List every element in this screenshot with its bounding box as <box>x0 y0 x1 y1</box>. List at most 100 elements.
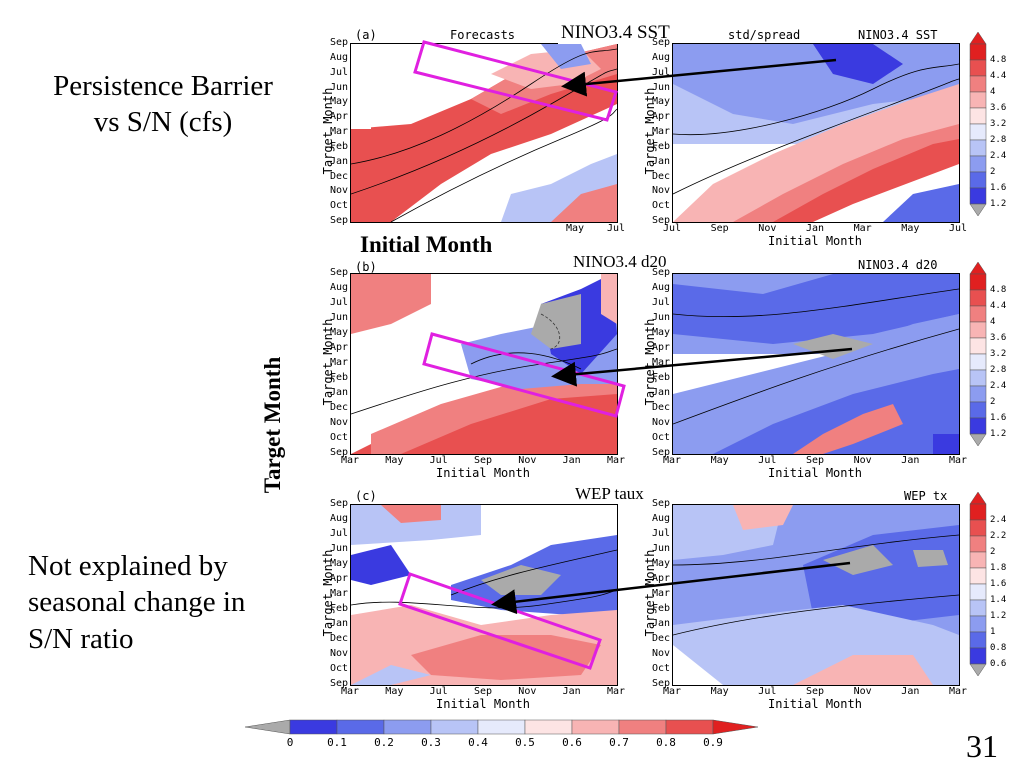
row3-left-ytick: May <box>329 558 348 569</box>
row2-right-ytick: May <box>651 327 670 338</box>
row3-right-ytick: Nov <box>651 648 670 659</box>
cb-right-top-low-end <box>969 203 987 217</box>
row1-right-ytick: Aug <box>651 51 670 63</box>
cb-right-mid-label: 3.2 <box>990 349 1007 359</box>
colorbar-bottom-label: 0.4 <box>468 736 488 749</box>
row2-right-panel <box>672 273 960 455</box>
row1-right-caption-right: NINO3.4 SST <box>858 28 938 42</box>
row2-left-ytick: Jan <box>329 387 348 398</box>
cb-right-mid-swatch <box>969 353 987 371</box>
row3-left-ytick: Jul <box>329 528 348 539</box>
row3-right-caption-right: WEP tx <box>904 489 948 503</box>
cb-right-bottom-label: 1.8 <box>990 563 1007 573</box>
row3-left-ytick: Sep <box>329 498 348 509</box>
row3-left-xtick: Nov <box>518 686 537 697</box>
row2-right-xlabel: Initial Month <box>768 466 862 480</box>
row1-right-ytick: Feb <box>651 140 670 152</box>
row2-left-ylabel: Target Month <box>321 318 335 406</box>
persistence-line-2: vs S/N (cfs) <box>93 106 233 139</box>
cb-right-mid-label: 4.4 <box>990 301 1007 311</box>
row3-right-ytick: Jun <box>651 543 670 554</box>
row1-right-xtick: Jan <box>805 223 825 234</box>
row3-left-ytick: Feb <box>329 603 348 614</box>
cb-right-mid-low-end <box>969 433 987 447</box>
row1-left-ytick: Jan <box>329 155 348 167</box>
cb-right-bottom-swatch <box>969 551 987 569</box>
cb-right-bottom-high-end <box>969 491 987 505</box>
row3-left-ytick: Mar <box>329 588 348 599</box>
row1-left-ytick: Aug <box>329 51 348 63</box>
row1-right-ytick: Jul <box>651 66 670 78</box>
colorbar-bottom-label: 0.8 <box>656 736 676 749</box>
cb-right-mid-swatch <box>969 273 987 291</box>
cb-right-bottom-swatch <box>969 583 987 601</box>
row2-left-xtick: Jan <box>562 455 581 466</box>
cb-right-mid-swatch <box>969 385 987 403</box>
row3-left-xtick: Mar <box>340 686 360 697</box>
cb-right-mid-label: 1.2 <box>990 429 1007 439</box>
cb-right-top-swatch <box>969 91 987 109</box>
row2-left-ytick: May <box>329 327 348 338</box>
row2-right-ytick: Jul <box>651 297 670 308</box>
row1-right-caption-left: std/spread <box>728 28 801 42</box>
colorbar-bottom-label: 0 <box>286 736 294 749</box>
not-explained-line-2: seasonal change in <box>28 586 246 619</box>
row1-left-letter: (a) <box>355 28 377 42</box>
cb-right-mid-swatch <box>969 417 987 435</box>
cb-right-mid-label: 2.4 <box>990 381 1007 391</box>
cb-right-bottom-swatch <box>969 519 987 537</box>
cb-right-top-label: 2.4 <box>990 151 1007 161</box>
row1-left-ytick: Feb <box>329 140 348 152</box>
row1-right-ytick: Sep <box>651 37 670 48</box>
row1-right-ytick: Oct <box>651 200 670 212</box>
row2-right-xtick: Mar <box>662 455 682 466</box>
row2-left-ytick: Apr <box>329 342 348 353</box>
row1-left-ytick: Jul <box>329 66 348 78</box>
row1-left-field <box>351 44 617 222</box>
row1-left-ytick: Mar <box>329 126 348 137</box>
cb-right-bottom-label: 1 <box>990 627 996 637</box>
row1-right-ytick: Jan <box>651 155 670 167</box>
row3-right-xlabel: Initial Month <box>768 697 862 711</box>
row2-right-xtick: Sep <box>805 455 825 466</box>
row1-right-ytick: Nov <box>651 185 670 197</box>
cb-right-top-label: 2 <box>990 167 996 177</box>
row3-left-panel <box>350 504 618 686</box>
row3-left-ytick: Nov <box>329 648 348 659</box>
row2-left-xtick: Mar <box>340 455 360 466</box>
initial-month-note: Initial Month <box>360 232 493 257</box>
row3-left-ytick: Aug <box>329 513 348 524</box>
cb-right-top-swatch <box>969 171 987 189</box>
cb-right-top-label: 4.4 <box>990 71 1007 81</box>
row2-left-ytick: Feb <box>329 372 348 383</box>
cb-right-bottom-swatch <box>969 567 987 585</box>
colorbar-bottom-label: 0.2 <box>374 736 394 749</box>
row3-left-ytick: Apr <box>329 573 348 584</box>
persistence-note: Persistence Barrier vs S/N (cfs) <box>28 68 298 141</box>
row1-right-ylabel: Target Month <box>643 87 657 175</box>
cb-right-top-swatch <box>969 155 987 173</box>
row3-left-xtick: Jul <box>429 686 448 697</box>
row2-left-xtick: Mar <box>606 455 626 466</box>
row1-right-xtick: Jul <box>948 223 968 234</box>
not-explained-line-3: S/N ratio <box>28 622 134 655</box>
colorbar-bottom-label: 0.3 <box>421 736 441 749</box>
cb-right-bottom-swatch <box>969 647 987 665</box>
row3-left-xtick: Mar <box>606 686 626 697</box>
colorbar-bottom-swatch <box>430 719 479 735</box>
row2-left-ytick: Sep <box>329 447 348 458</box>
colorbar-bottom-label: 0.1 <box>327 736 347 749</box>
row2-right-ytick: Jan <box>651 387 670 398</box>
row3-left-xtick: Sep <box>473 686 493 697</box>
cb-right-top-swatches <box>969 31 987 217</box>
row3-left-ytick: Oct <box>329 663 348 674</box>
cb-right-bottom-label: 0.8 <box>990 643 1007 653</box>
row3-right-xtick: Mar <box>948 686 968 697</box>
cb-right-mid-swatches <box>969 261 987 447</box>
cb-right-bottom-swatch <box>969 615 987 633</box>
row2-right-ytick: Aug <box>651 282 670 293</box>
row1-left-caption: Forecasts <box>450 28 516 42</box>
cb-right-bottom-swatch <box>969 599 987 617</box>
row3-right-xtick: Nov <box>853 686 872 697</box>
persistence-line-1: Persistence Barrier <box>53 70 273 102</box>
